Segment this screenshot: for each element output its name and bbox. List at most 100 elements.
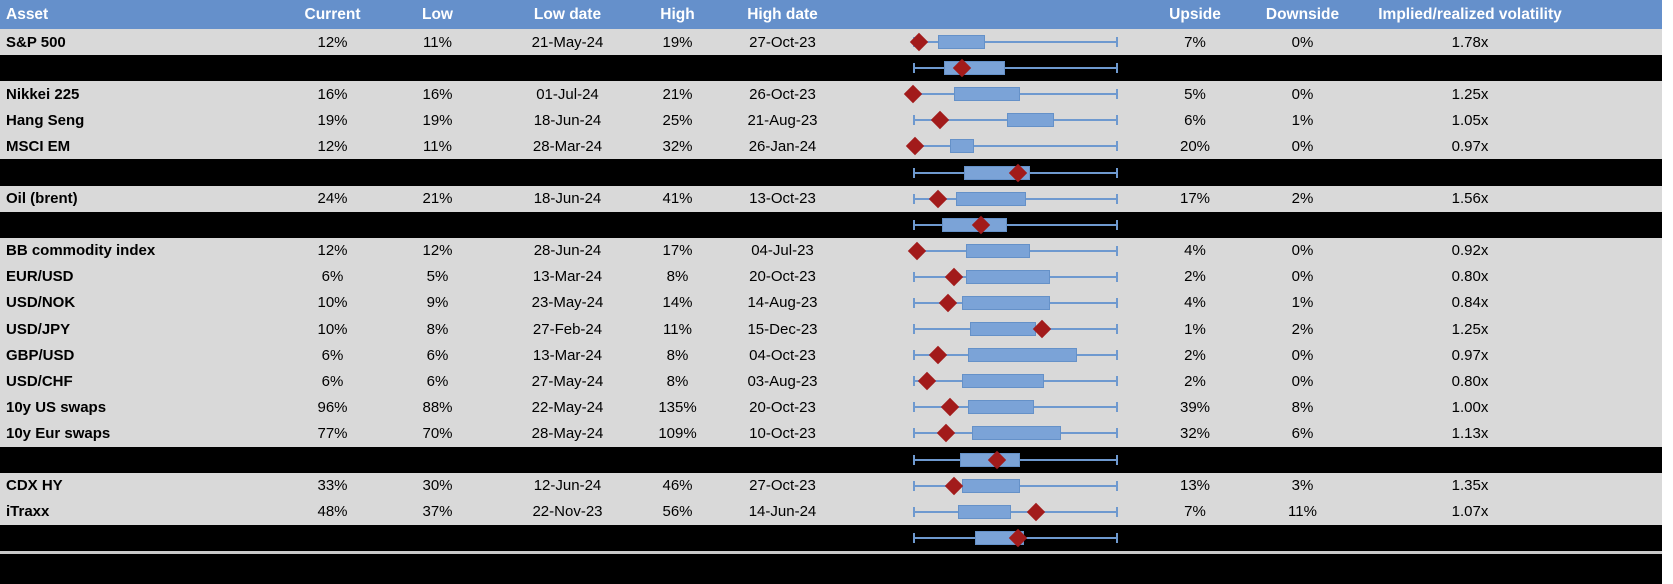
asset-row: 10y Eur swaps 77% 70% 28-May-24 109% 10-Oct-2… <box>0 420 1662 447</box>
high-cell: 14% <box>662 294 693 312</box>
whisker-right-cap <box>1116 167 1118 178</box>
whisker-right-cap <box>1116 219 1118 230</box>
asset-row: CDX HY 33% 30% 12-Jun-24 46% 27-Oct-23 13% 3% 1.… <box>0 472 1662 499</box>
group-summary-row <box>0 446 1662 473</box>
current-cell: 12% <box>317 137 348 155</box>
current-marker-diamond <box>928 345 947 365</box>
low-cell: 70% <box>422 424 453 442</box>
iqr-box <box>966 269 1051 284</box>
range-plot-cell <box>855 81 1140 107</box>
asset-cell: Oil (brent) <box>6 190 78 208</box>
asset-row: iTraxx 48% 37% 22-Nov-23 56% 14-Jun-24 7% 11% 1.… <box>0 498 1662 525</box>
whisker-left-cap <box>913 167 915 178</box>
downside-cell: 0% <box>1291 33 1314 51</box>
current-cell: 96% <box>317 398 348 416</box>
implied-realized-cell: 1.07x <box>1451 503 1489 521</box>
asset-row: Hang Seng 19% 19% 18-Jun-24 25% 21-Aug-23 6% 1%… <box>0 107 1662 134</box>
header-low-date: Low date <box>533 5 602 23</box>
group-summary-row <box>0 524 1662 551</box>
upside-cell: 39% <box>1179 398 1211 416</box>
downside-cell: 0% <box>1291 137 1314 155</box>
current-cell: 6% <box>321 268 344 286</box>
boxplot <box>903 81 1118 107</box>
whisker-left-cap <box>913 532 915 543</box>
whisker-line <box>913 41 1118 44</box>
whisker-right-cap <box>1116 89 1118 100</box>
low-date-cell: 13-Mar-24 <box>532 346 603 364</box>
boxplot <box>905 133 1118 159</box>
upside-cell: 7% <box>1184 503 1206 521</box>
high-cell: 56% <box>662 503 693 521</box>
whisker-left-cap <box>913 454 915 465</box>
boxplot <box>913 447 1118 473</box>
upside-cell: 7% <box>1184 33 1206 51</box>
whisker-line <box>913 510 1118 513</box>
asset-cell: GBP/USD <box>6 346 75 364</box>
asset-cell: USD/CHF <box>6 372 73 390</box>
asset-row: GBP/USD 6% 6% 13-Mar-24 8% 04-Oct-23 2% 0% 0.97x <box>0 342 1662 369</box>
range-plot-cell <box>855 342 1140 368</box>
high-cell: 17% <box>662 242 693 260</box>
current-marker-diamond <box>905 137 925 156</box>
low-cell: 11% <box>423 33 452 51</box>
current-marker-diamond <box>938 293 958 313</box>
low-cell: 9% <box>426 294 449 312</box>
header-high: High <box>660 5 695 23</box>
whisker-left-cap <box>913 297 915 308</box>
current-marker-diamond <box>909 32 929 52</box>
implied-realized-cell: 0.80x <box>1451 268 1489 286</box>
asset-cell: Nikkei 225 <box>6 85 80 103</box>
range-plot-cell <box>855 420 1140 446</box>
downside-cell: 2% <box>1291 320 1314 338</box>
range-plot-cell <box>855 447 1140 473</box>
boxplot <box>913 264 1118 290</box>
implied-realized-cell: 1.25x <box>1451 85 1489 103</box>
boxplot <box>913 290 1118 316</box>
high-date-cell: 10-Oct-23 <box>749 424 816 442</box>
high-date-cell: 14-Jun-24 <box>748 503 817 521</box>
whisker-line <box>913 145 1118 148</box>
asset-row: USD/CHF 6% 6% 27-May-24 8% 03-Aug-23 2% 0% 0.80x <box>0 368 1662 395</box>
upside-cell: 5% <box>1184 85 1206 103</box>
upside-cell: 17% <box>1179 190 1211 208</box>
high-date-cell: 26-Jan-24 <box>748 137 817 155</box>
implied-realized-cell: 1.00x <box>1451 398 1489 416</box>
range-plot-cell <box>855 186 1140 212</box>
whisker-left-cap <box>913 428 915 439</box>
range-plot-cell <box>855 290 1140 316</box>
asset-cell: S&P 500 <box>6 33 66 51</box>
low-date-cell: 12-Jun-24 <box>533 477 602 495</box>
asset-row: S&P 500 12% 11% 21-May-24 19% 27-Oct-23 7% 0% 1.… <box>0 29 1662 56</box>
high-date-cell: 20-Oct-23 <box>749 268 816 286</box>
current-marker-diamond <box>1026 502 1046 521</box>
range-plot-cell <box>855 499 1140 525</box>
iqr-box <box>966 243 1030 258</box>
asset-row: BB commodity index 12% 12% 28-Jun-24 17% 04-J… <box>0 237 1662 264</box>
iqr-box <box>958 504 1012 519</box>
low-cell: 30% <box>422 477 453 495</box>
high-date-cell: 21-Aug-23 <box>747 111 818 129</box>
downside-cell: 3% <box>1291 477 1314 495</box>
current-cell: 12% <box>317 33 348 51</box>
range-plot-cell <box>855 133 1140 159</box>
low-cell: 37% <box>422 503 453 521</box>
high-date-cell: 04-Jul-23 <box>751 242 814 260</box>
downside-cell: 0% <box>1291 372 1314 390</box>
upside-cell: 1% <box>1184 320 1206 338</box>
downside-cell: 8% <box>1291 398 1314 416</box>
whisker-left-cap <box>913 506 915 517</box>
low-cell: 5% <box>426 268 449 286</box>
low-cell: 21% <box>422 190 453 208</box>
low-cell: 16% <box>422 85 453 103</box>
current-cell: 33% <box>317 477 348 495</box>
current-cell: 10% <box>317 320 348 338</box>
current-cell: 24% <box>317 190 348 208</box>
current-cell: 10% <box>317 294 348 312</box>
range-plot-cell <box>855 159 1140 185</box>
whisker-right-cap <box>1116 532 1118 543</box>
asset-cell: MSCI EM <box>6 137 71 155</box>
boxplot <box>913 473 1118 499</box>
low-cell: 6% <box>426 372 449 390</box>
asset-row: USD/NOK 10% 9% 23-May-24 14% 14-Aug-23 4% 1% 0.8… <box>0 289 1662 317</box>
